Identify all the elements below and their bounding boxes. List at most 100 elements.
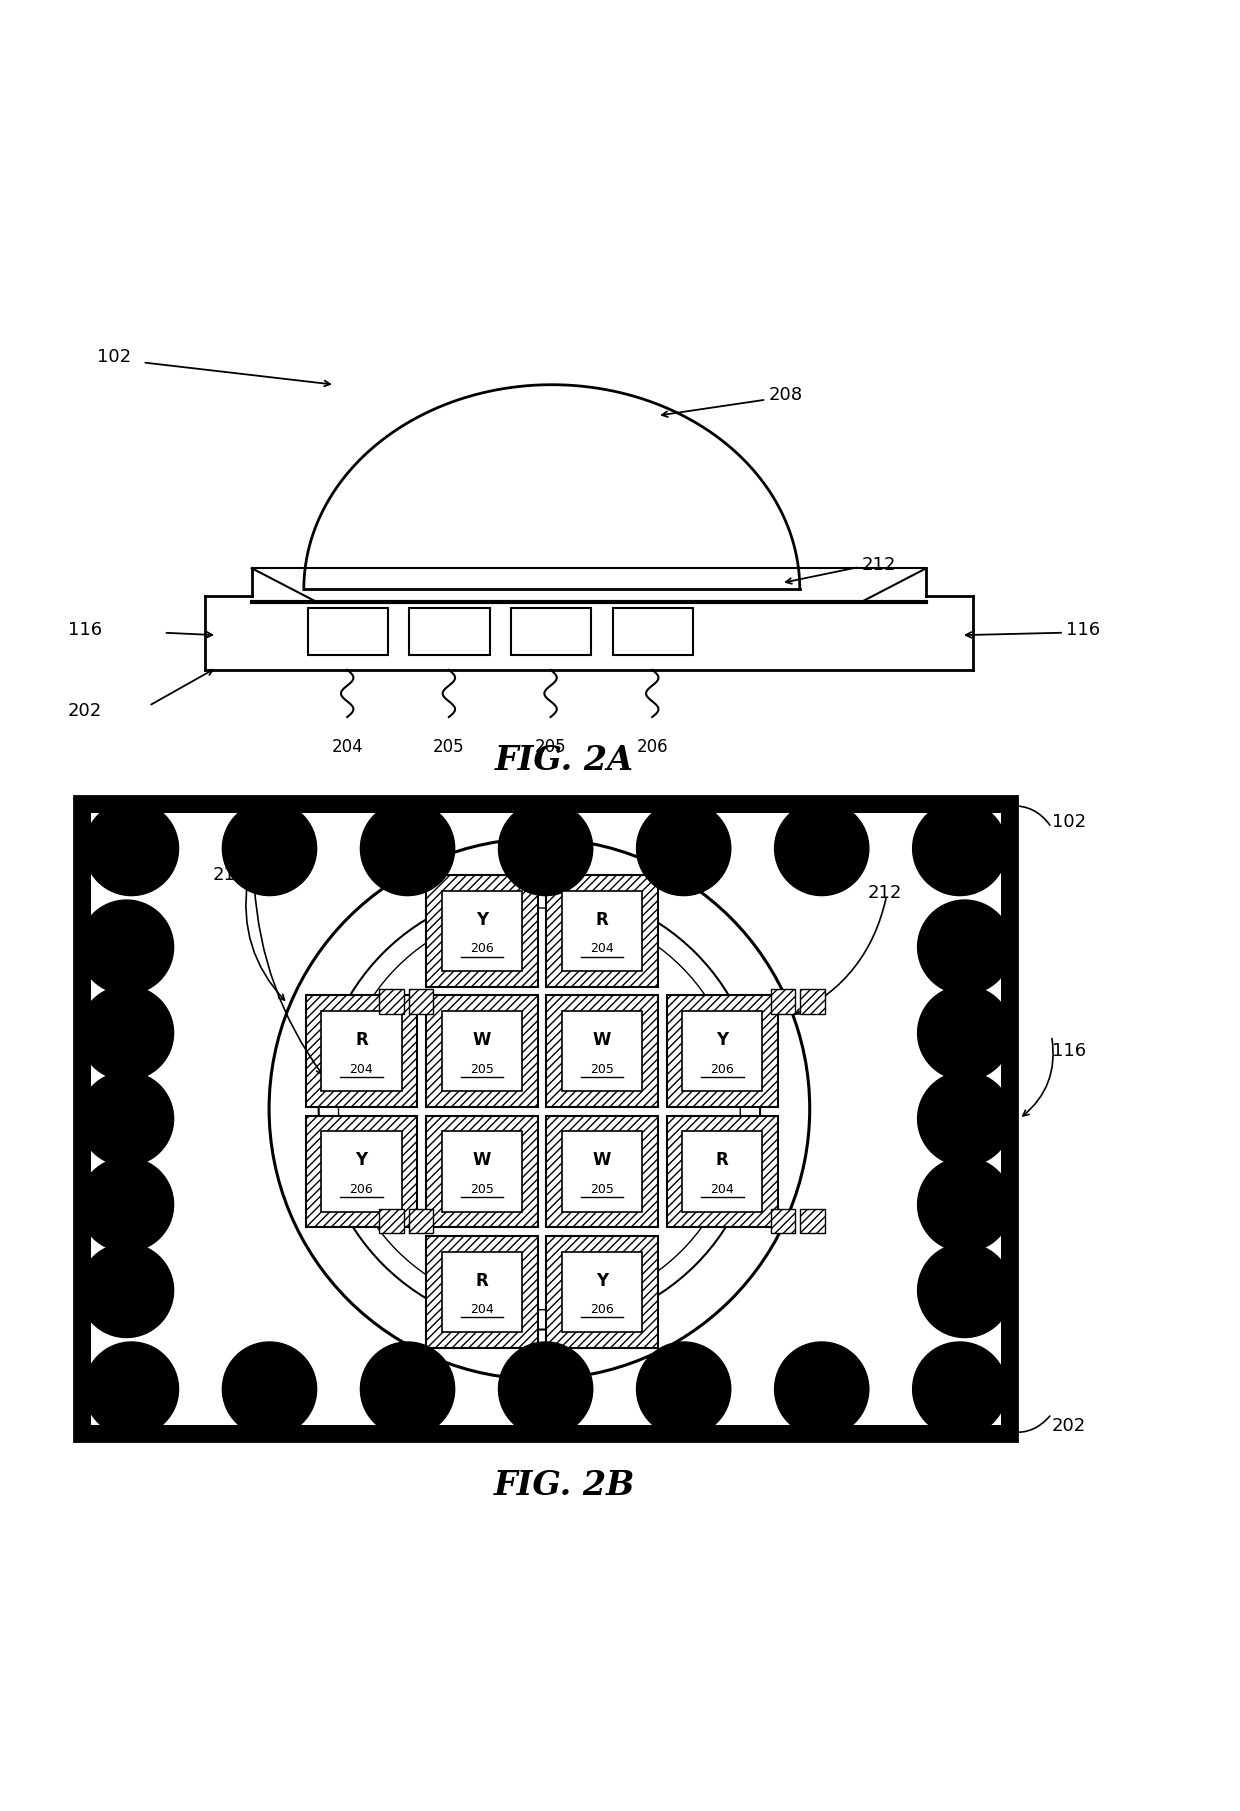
Polygon shape [427,875,538,987]
Bar [91,813,1001,1425]
Circle shape [636,800,730,896]
Text: 205: 205 [433,737,465,755]
Polygon shape [546,1235,657,1347]
Circle shape [79,1244,174,1338]
Polygon shape [305,1116,417,1228]
Circle shape [361,1342,455,1436]
Bar [562,1251,642,1331]
Polygon shape [409,989,434,1014]
Bar [321,1132,402,1212]
Text: 204: 204 [350,1063,373,1076]
Circle shape [79,1072,174,1166]
Bar [74,797,1017,1442]
Bar [308,608,388,656]
Text: 214: 214 [212,866,247,884]
Text: 205: 205 [534,737,567,755]
Bar [562,1011,642,1092]
Text: 208: 208 [769,386,804,404]
Polygon shape [546,1116,657,1228]
Text: W: W [593,1152,611,1170]
Circle shape [918,985,1012,1079]
Circle shape [918,1244,1012,1338]
Text: 206: 206 [636,737,668,755]
Text: 205: 205 [590,1183,614,1195]
Circle shape [84,1342,179,1436]
Text: 204: 204 [711,1183,734,1195]
Bar [321,1011,402,1092]
Text: 212: 212 [868,884,903,902]
Text: 204: 204 [331,737,363,755]
Text: FIG. 2A: FIG. 2A [495,744,634,777]
Circle shape [79,985,174,1079]
Polygon shape [305,996,417,1107]
Text: W: W [472,1152,491,1170]
Circle shape [913,1342,1007,1436]
Text: 202: 202 [67,703,102,719]
Polygon shape [379,1208,404,1233]
Text: R: R [595,911,609,929]
Circle shape [918,1157,1012,1251]
Text: 206: 206 [711,1063,734,1076]
Text: 102: 102 [97,348,131,366]
Bar [613,608,693,656]
Circle shape [84,800,179,896]
Text: R: R [355,1030,368,1049]
Text: 205: 205 [470,1183,494,1195]
Text: Y: Y [596,1271,608,1289]
Text: Y: Y [356,1152,367,1170]
Text: 116: 116 [67,621,102,639]
Polygon shape [667,996,779,1107]
Text: Y: Y [476,911,487,929]
Bar [511,608,591,656]
Bar [562,891,642,971]
Bar [682,1011,763,1092]
Circle shape [918,1072,1012,1166]
Text: 116: 116 [1066,621,1101,639]
Text: R: R [475,1271,489,1289]
Circle shape [222,1342,316,1436]
Bar [441,1132,522,1212]
Polygon shape [771,989,796,1014]
Text: 204: 204 [590,942,614,954]
Polygon shape [427,1235,538,1347]
Polygon shape [771,1208,796,1233]
Text: 212: 212 [862,556,897,574]
Text: FIG. 2B: FIG. 2B [494,1469,635,1503]
Text: 206: 206 [350,1183,373,1195]
Text: Y: Y [717,1030,728,1049]
Bar [441,1011,522,1092]
Circle shape [79,1157,174,1251]
Text: 102: 102 [1052,813,1086,831]
Circle shape [918,900,1012,994]
Bar [441,891,522,971]
Text: 206: 206 [470,942,494,954]
Text: W: W [593,1030,611,1049]
Circle shape [636,1342,730,1436]
Text: 204: 204 [470,1304,494,1317]
Circle shape [498,800,593,896]
Polygon shape [427,1116,538,1228]
Polygon shape [427,996,538,1107]
Circle shape [498,1342,593,1436]
Circle shape [913,800,1007,896]
Text: 116: 116 [1052,1041,1086,1059]
Text: 202: 202 [1052,1418,1086,1436]
Circle shape [775,800,869,896]
Polygon shape [801,989,826,1014]
Bar [441,1251,522,1331]
Polygon shape [409,1208,434,1233]
Text: 205: 205 [590,1063,614,1076]
Polygon shape [379,989,404,1014]
Bar [409,608,490,656]
Bar [562,1132,642,1212]
Circle shape [222,800,316,896]
Text: 205: 205 [470,1063,494,1076]
Text: 206: 206 [590,1304,614,1317]
Polygon shape [667,1116,779,1228]
Polygon shape [801,1208,826,1233]
Text: R: R [715,1152,729,1170]
Polygon shape [546,996,657,1107]
Text: W: W [472,1030,491,1049]
Circle shape [79,900,174,994]
Polygon shape [546,875,657,987]
